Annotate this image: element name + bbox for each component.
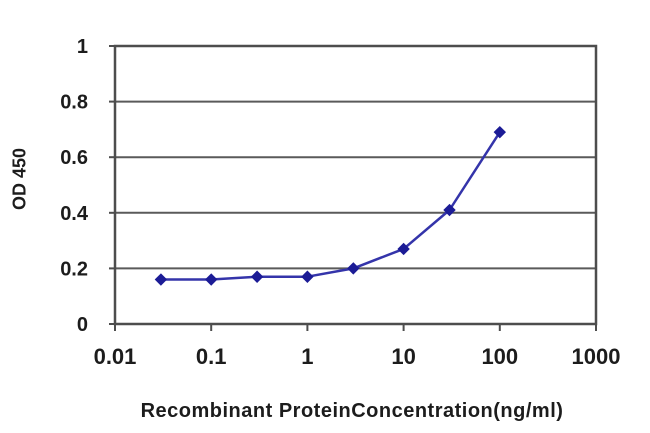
data-point-marker (397, 242, 410, 256)
data-point-marker (347, 262, 360, 275)
y-axis-title: OD 450 (9, 147, 30, 211)
y-tick-label: 0.4 (60, 203, 89, 225)
x-tick-label: 0.1 (196, 344, 227, 369)
y-tick-label: 0.2 (60, 258, 88, 280)
x-tick-label: 1 (301, 344, 313, 369)
x-tick-label: 0.01 (94, 344, 137, 369)
data-point-marker (154, 273, 168, 286)
x-tick-label: 100 (481, 344, 518, 369)
y-tick-label: 0 (77, 314, 88, 336)
data-point-marker (204, 273, 218, 286)
data-point-marker (443, 203, 456, 217)
x-tick-label: 10 (391, 344, 415, 369)
plot-frame (113, 44, 598, 326)
data-point-marker (301, 270, 314, 283)
series-line (160, 131, 501, 281)
data-point-marker (250, 270, 264, 283)
x-axis-title: Recombinant ProteinConcentration(ng/ml) (140, 400, 564, 422)
x-tick-label: 1000 (572, 344, 621, 369)
y-tick-label: 1 (77, 36, 88, 58)
y-tick-label: 0.6 (60, 147, 88, 169)
data-point-marker (493, 125, 507, 139)
y-tick-label: 0.8 (60, 92, 88, 114)
